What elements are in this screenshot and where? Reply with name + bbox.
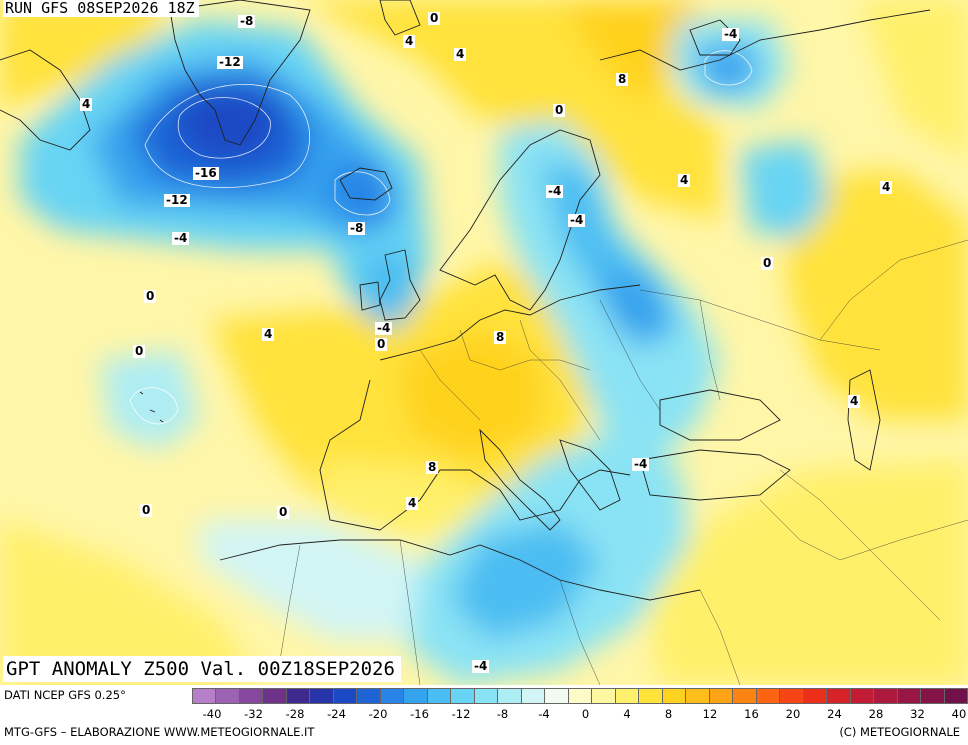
contour-label: 8 <box>426 460 439 474</box>
color-swatch <box>356 688 381 704</box>
contour-label: 4 <box>403 34 416 48</box>
contour-label: 4 <box>80 97 93 111</box>
scale-tick-label: -40 <box>202 707 222 721</box>
scale-tick-label: 12 <box>702 707 718 721</box>
data-source: DATI NCEP GFS 0.25° <box>4 688 126 702</box>
contour-label: -8 <box>238 14 256 28</box>
color-swatch <box>685 688 710 704</box>
scale-tick-label: -28 <box>285 707 305 721</box>
contour-label: -4 <box>172 231 190 245</box>
scale-tick-label: 16 <box>744 707 759 721</box>
run-title: RUN GFS 08SEP2026 18Z <box>3 0 199 17</box>
contour-label: -12 <box>164 193 190 207</box>
scale-tick-label: 32 <box>910 707 925 721</box>
scale-tick-label: -4 <box>538 707 550 721</box>
color-swatch <box>192 688 217 704</box>
footer-credit: MTG-GFS – ELABORAZIONE WWW.METEOGIORNALE… <box>4 725 315 739</box>
scale-tick-label: 0 <box>581 707 590 721</box>
color-swatch <box>943 688 968 704</box>
anomaly-field <box>0 0 968 685</box>
color-swatch <box>215 688 240 704</box>
contour-label: 4 <box>454 47 467 61</box>
contour-label: 4 <box>406 496 419 510</box>
color-swatch <box>473 688 499 704</box>
color-swatch <box>591 688 616 704</box>
legend: DATI NCEP GFS 0.25° -40 -32 -28 -24 -20 -16 -1… <box>0 685 968 745</box>
contour-label: -16 <box>193 166 219 180</box>
scale-tick-label: 24 <box>827 707 842 721</box>
color-swatch <box>426 688 452 704</box>
scale-ticks: -40 -32 -28 -24 -20 -16 -12 -8 -4 0 4 8 12 16 20 24 28 32… <box>192 707 967 721</box>
contour-label: 4 <box>678 173 691 187</box>
scale-tick-label: -24 <box>327 707 346 721</box>
color-swatch <box>638 688 663 704</box>
contour-label: 8 <box>616 72 629 86</box>
scale-tick-label: 40 <box>951 707 967 721</box>
contour-label: -4 <box>632 457 650 471</box>
color-swatch <box>309 688 334 704</box>
contour-label: 0 <box>277 505 290 519</box>
scale-tick-label: -16 <box>410 707 429 721</box>
color-swatch <box>520 688 546 704</box>
contour-label: -4 <box>375 321 393 335</box>
color-swatch <box>755 688 781 704</box>
color-swatch <box>873 688 898 704</box>
contour-label: -4 <box>568 213 586 227</box>
contour-label: 0 <box>761 256 774 270</box>
color-swatch <box>896 688 922 704</box>
contour-label: -8 <box>348 221 366 235</box>
color-swatch <box>826 688 851 704</box>
contour-label: 0 <box>144 289 157 303</box>
anomaly-map: RUN GFS 08SEP2026 18Z -8 0 4 4 -4 -12 4 … <box>0 0 968 685</box>
contour-label: 0 <box>553 103 566 117</box>
color-swatch <box>379 688 405 704</box>
color-scale <box>192 688 968 704</box>
contour-label: -4 <box>722 27 740 41</box>
color-swatch <box>779 688 804 704</box>
color-swatch <box>238 688 264 704</box>
color-swatch <box>849 688 875 704</box>
color-swatch <box>802 688 828 704</box>
color-swatch <box>262 688 287 704</box>
contour-label: 0 <box>133 344 146 358</box>
color-swatch <box>567 688 593 704</box>
color-swatch <box>403 688 428 704</box>
color-swatch <box>920 688 945 704</box>
scale-tick-label: 28 <box>868 707 884 721</box>
map-canvas <box>0 0 968 685</box>
scale-tick-label: -12 <box>451 707 471 721</box>
color-swatch <box>285 688 311 704</box>
color-swatch <box>661 688 687 704</box>
scale-tick-label: 4 <box>623 707 631 721</box>
color-swatch <box>497 688 522 704</box>
country-borders <box>279 239 968 685</box>
contour-label: -12 <box>217 55 243 69</box>
contour-label: 4 <box>848 394 861 408</box>
contour-label: -4 <box>546 184 564 198</box>
scale-tick-label: 20 <box>785 707 801 721</box>
scale-tick-label: -32 <box>244 707 263 721</box>
map-title: GPT ANOMALY Z500 Val. 00Z18SEP2026 <box>3 656 401 682</box>
contour-label: 0 <box>375 337 388 351</box>
contour-label: 0 <box>140 503 153 517</box>
scale-tick-label: -8 <box>496 707 509 721</box>
contour-label: 4 <box>880 180 893 194</box>
color-swatch <box>332 688 358 704</box>
color-swatch <box>544 688 569 704</box>
scale-tick-label: -20 <box>368 707 388 721</box>
contour-label: 4 <box>262 327 275 341</box>
color-swatch <box>708 688 734 704</box>
scale-tick-label: 8 <box>664 707 673 721</box>
footer-copyright: (C) METEOGIORNALE <box>839 725 960 739</box>
color-swatch <box>450 688 475 704</box>
contour-label: -4 <box>472 659 490 673</box>
color-swatch <box>614 688 640 704</box>
color-swatch <box>732 688 757 704</box>
contour-label: 8 <box>494 330 507 344</box>
contour-label: 0 <box>428 11 441 25</box>
